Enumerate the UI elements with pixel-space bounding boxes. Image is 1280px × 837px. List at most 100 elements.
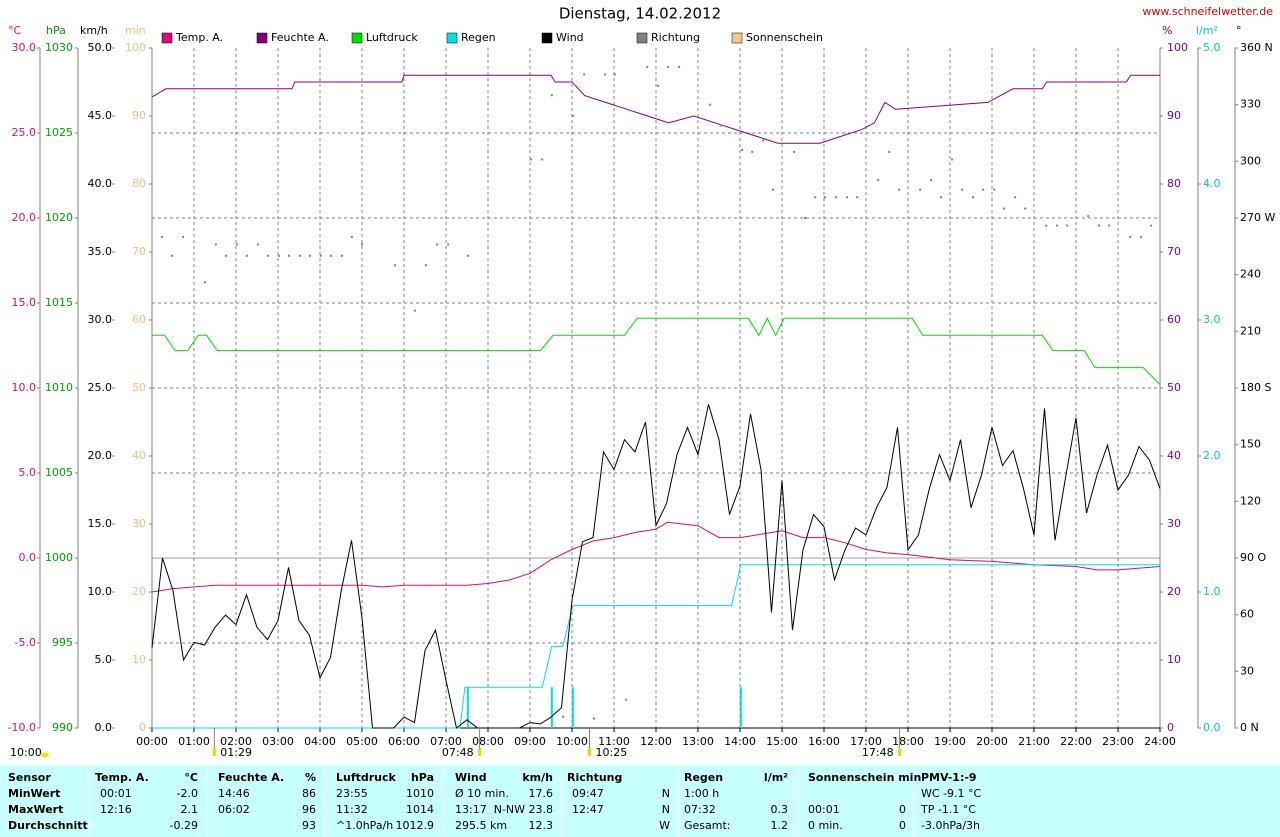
direction-dot bbox=[340, 254, 343, 257]
y-tick-label: 30.0 bbox=[88, 313, 113, 326]
direction-dot bbox=[1066, 224, 1069, 227]
direction-dot bbox=[1140, 235, 1143, 238]
y-tick-label: 80 bbox=[132, 177, 146, 190]
axis-unit: hPa bbox=[46, 24, 66, 37]
y-tick-label: 15.0 bbox=[88, 517, 113, 530]
direction-dot bbox=[772, 188, 775, 191]
direction-dot bbox=[529, 158, 532, 161]
table-cell: -2.0 bbox=[177, 787, 198, 800]
legend-swatch bbox=[636, 32, 648, 44]
direction-dot bbox=[447, 243, 450, 246]
table-cell: 1:00 h bbox=[684, 787, 719, 800]
y-tick-label: 270 W bbox=[1240, 211, 1275, 224]
table-cell: 12:47 bbox=[572, 803, 604, 816]
table-cell: 96 bbox=[302, 803, 316, 816]
y-tick-label: 45.0 bbox=[88, 109, 113, 122]
x-tick-label: 18:00 bbox=[892, 735, 924, 748]
y-tick-label: 0.0 bbox=[1203, 721, 1221, 734]
direction-dot bbox=[287, 254, 290, 257]
y-tick-label: 70 bbox=[132, 245, 146, 258]
table-cell: 14:46 bbox=[218, 787, 250, 800]
rain-bar bbox=[550, 687, 553, 728]
direction-dot bbox=[793, 150, 796, 153]
legend-label: Luftdruck bbox=[366, 31, 418, 44]
direction-dot bbox=[182, 235, 185, 238]
x-tick-label: 01:00 bbox=[178, 735, 210, 748]
y-tick-label: 30 bbox=[1240, 664, 1254, 677]
x-tick-label: 20:00 bbox=[976, 735, 1008, 748]
direction-dot bbox=[562, 715, 565, 718]
y-tick-label: 1000 bbox=[45, 551, 73, 564]
series-line bbox=[151, 74, 1160, 144]
direction-dot bbox=[919, 188, 922, 191]
direction-dot bbox=[762, 139, 765, 142]
y-tick-label: 20.0 bbox=[12, 211, 37, 224]
y-tick-label: 150 bbox=[1240, 438, 1261, 451]
table-cell: 86 bbox=[302, 787, 316, 800]
table-header: hPa bbox=[411, 771, 434, 784]
rain-bar bbox=[571, 687, 574, 728]
table-cell: Ø 10 min. bbox=[455, 787, 509, 800]
y-tick-label: 5.0 bbox=[95, 653, 113, 666]
x-tick-label: 21:00 bbox=[1018, 735, 1050, 748]
table-header: Luftdruck bbox=[336, 771, 397, 784]
direction-dot bbox=[277, 254, 280, 257]
table-cell: 1014 bbox=[406, 803, 434, 816]
y-tick-label: 995 bbox=[52, 636, 73, 649]
direction-dot bbox=[972, 196, 975, 199]
table-cell: W bbox=[659, 819, 670, 832]
annotation: 01:29 bbox=[220, 746, 252, 759]
y-tick-label: 60 bbox=[1167, 313, 1181, 326]
table-cell: 0.3 bbox=[771, 803, 789, 816]
direction-dot bbox=[235, 243, 238, 246]
x-tick-label: 03:00 bbox=[262, 735, 294, 748]
annotation: 10:25 bbox=[596, 746, 628, 759]
legend-swatch bbox=[731, 32, 743, 44]
table-header: Feuchte A. bbox=[218, 771, 284, 784]
y-tick-label: 25.0 bbox=[12, 126, 37, 139]
direction-dot bbox=[646, 65, 649, 68]
direction-dot bbox=[256, 243, 259, 246]
table-cell: -0.29 bbox=[170, 819, 198, 832]
y-tick-label: 0.0 bbox=[95, 721, 113, 734]
table-cell: MinWert bbox=[8, 787, 60, 800]
y-tick-label: 90 bbox=[132, 109, 146, 122]
direction-dot bbox=[592, 717, 595, 720]
direction-dot bbox=[436, 243, 439, 246]
y-tick-label: 5.0 bbox=[19, 466, 37, 479]
direction-dot bbox=[720, 124, 723, 127]
x-tick-label: 19:00 bbox=[934, 735, 966, 748]
y-tick-label: 1005 bbox=[45, 466, 73, 479]
direction-dot bbox=[1087, 215, 1090, 218]
y-tick-label: 1030 bbox=[45, 41, 73, 54]
table-cell: 12.3 bbox=[529, 819, 554, 832]
table-cell: N-NW 23.8 bbox=[494, 803, 553, 816]
x-tick-label: 16:00 bbox=[808, 735, 840, 748]
direction-dot bbox=[961, 188, 964, 191]
direction-dot bbox=[814, 196, 817, 199]
legend-label: Sonnenschein bbox=[746, 31, 823, 44]
table-cell: 2.1 bbox=[181, 803, 199, 816]
y-tick-label: 30.0 bbox=[12, 41, 37, 54]
table-header: Sensor bbox=[8, 771, 51, 784]
table-cell: 0 min. bbox=[808, 819, 843, 832]
x-tick-label: 05:00 bbox=[346, 735, 378, 748]
direction-dot bbox=[1003, 207, 1006, 210]
x-tick-label: 11:00 bbox=[598, 735, 630, 748]
table-header: % bbox=[305, 771, 316, 784]
legend-label: Feuchte A. bbox=[271, 31, 329, 44]
table-cell: 13:17 bbox=[455, 803, 487, 816]
direction-dot bbox=[804, 217, 807, 219]
y-tick-label: 20 bbox=[1167, 585, 1181, 598]
y-tick-label: 360 N bbox=[1240, 41, 1273, 54]
x-tick-label: 15:00 bbox=[766, 735, 798, 748]
y-tick-label: 10 bbox=[1167, 653, 1181, 666]
axis-unit: ° bbox=[1236, 24, 1242, 37]
direction-dot bbox=[1129, 235, 1132, 238]
direction-dot bbox=[319, 254, 322, 257]
direction-dot bbox=[308, 254, 311, 257]
y-tick-label: 20 bbox=[132, 585, 146, 598]
y-tick-label: 30 bbox=[132, 517, 146, 530]
table-cell: 12:16 bbox=[100, 803, 132, 816]
y-tick-label: 0.0 bbox=[19, 551, 37, 564]
